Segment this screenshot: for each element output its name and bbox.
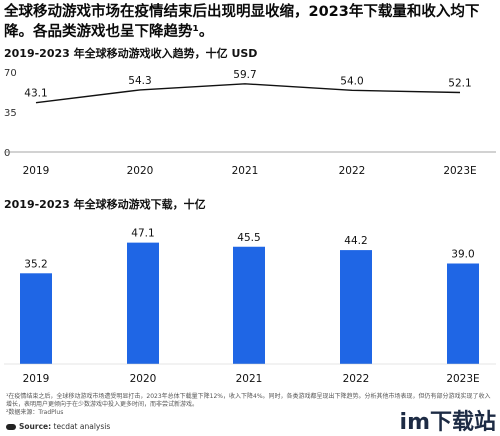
revenue-series-line: [36, 84, 460, 103]
revenue-line-chart: 70 35 0 43.1 2019 54.3 2020 59.7 2021 54.0 2022 52.…: [0, 62, 500, 190]
revenue-chart-title: 2019-2023 年全球移动游戏收入趋势，十亿 USD: [4, 45, 257, 61]
downloads-bar: [447, 264, 479, 365]
downloads-value-label: 45.5: [237, 232, 260, 244]
downloads-x-tick-label: 2022: [343, 373, 370, 385]
revenue-x-tick-label: 2019: [23, 165, 50, 177]
revenue-x-tick-label: 2023E: [443, 165, 476, 177]
downloads-value-label: 44.2: [344, 235, 367, 247]
downloads-bar: [20, 273, 52, 364]
source-text: tecdat analysis: [54, 422, 111, 431]
downloads-x-tick-label: 2021: [236, 373, 263, 385]
y-tick-label: 70: [4, 68, 17, 79]
revenue-x-tick-label: 2021: [232, 165, 259, 177]
tecdat-logo-icon: [6, 424, 16, 430]
downloads-bar: [233, 247, 265, 364]
source-label: Source:: [19, 422, 51, 431]
revenue-value-label: 59.7: [233, 69, 256, 81]
revenue-value-label: 52.1: [448, 77, 471, 89]
watermark-logo: im下载站: [400, 404, 496, 436]
downloads-x-tick-label: 2019: [23, 373, 50, 385]
downloads-bar: [127, 243, 159, 364]
downloads-x-tick-label: 2023E: [446, 373, 479, 385]
downloads-value-label: 47.1: [131, 228, 154, 240]
revenue-value-label: 54.3: [128, 75, 151, 87]
y-tick-label: 35: [4, 108, 17, 119]
source-line: Source: tecdat analysis: [6, 422, 110, 431]
y-tick-label: 0: [4, 148, 10, 159]
downloads-bar-chart: 35.2 2019 47.1 2020 45.5 2021 44.2 2022 39.0 2023…: [0, 214, 500, 388]
downloads-chart-title: 2019-2023 年全球移动游戏下载，十亿: [4, 196, 206, 212]
headline: 全球移动游戏市场在疫情结束后出现明显收缩，2023年下载量和收入均下降。各品类游…: [4, 2, 496, 42]
revenue-x-tick-label: 2022: [339, 165, 366, 177]
downloads-value-label: 39.0: [451, 249, 474, 261]
revenue-value-label: 43.1: [24, 88, 47, 100]
downloads-x-tick-label: 2020: [130, 373, 157, 385]
downloads-bar: [340, 250, 372, 364]
revenue-x-tick-label: 2020: [127, 165, 154, 177]
revenue-value-label: 54.0: [340, 75, 363, 87]
downloads-value-label: 35.2: [24, 258, 47, 270]
